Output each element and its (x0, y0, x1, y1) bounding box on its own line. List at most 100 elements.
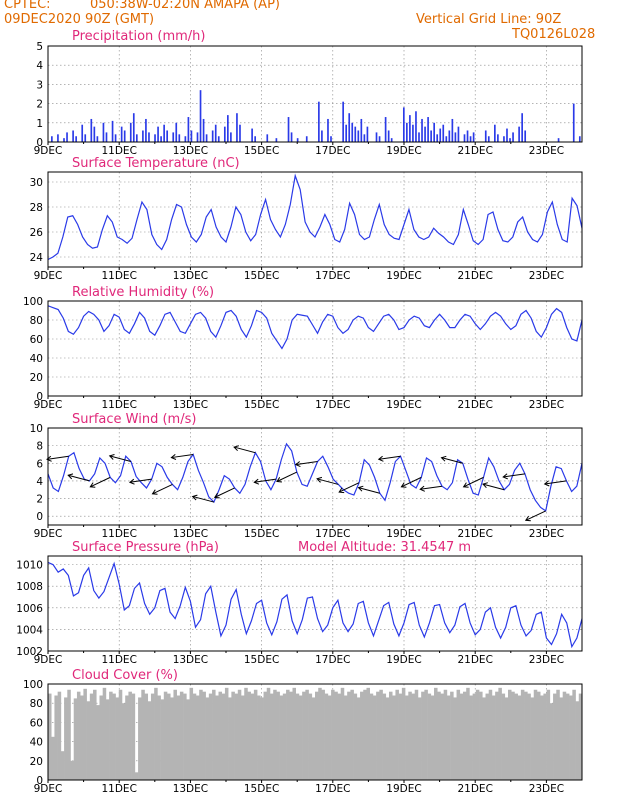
cloud-bar (170, 697, 174, 780)
cloud-bar (76, 691, 81, 780)
wind-arrow (109, 455, 132, 462)
cloud-bar (163, 691, 168, 780)
panel-precip: 0 1 2 3 4 5 9DEC 11DEC 13DEC 15DEC 17DEC 19DEC 21DEC… (34, 29, 583, 157)
wind-arrow (463, 476, 484, 488)
cloud-bar (173, 689, 177, 780)
wind-arrow-head (543, 480, 550, 487)
y-tick-label: 0 (36, 137, 43, 149)
temp-series-line (47, 173, 583, 261)
cloud-bar (491, 695, 496, 780)
cloud-bar (115, 697, 120, 780)
cloud-bar (453, 697, 457, 780)
x-tick-label: 23DEC (529, 654, 564, 666)
cloud-bar (57, 691, 62, 780)
y-tick-label: 24 (30, 252, 44, 264)
cloud-bar (417, 697, 422, 780)
cloud-bar (189, 687, 194, 780)
y-tick-label: 100 (23, 679, 43, 691)
cloud-bar (353, 693, 358, 780)
cloud-bar (363, 689, 367, 780)
precip-bar (327, 118, 329, 142)
wind-arrow (503, 473, 526, 478)
precip-bar (93, 126, 96, 142)
panel-title-rh: Relative Humidity (%) (72, 285, 214, 300)
cloud-bar (86, 701, 91, 780)
wind-arrow (46, 455, 69, 460)
plot-frame (47, 683, 583, 781)
wind-arrow (544, 480, 567, 485)
x-tick-label: 19DEC (386, 270, 421, 282)
cloud-bar (398, 693, 403, 780)
wind-arrow (129, 478, 152, 483)
precip-bar (421, 118, 423, 142)
cloud-bar (382, 693, 387, 780)
wind-arrow (295, 461, 318, 466)
cloud-bar (472, 693, 477, 780)
cloud-bar (469, 695, 473, 780)
cloud-bar (350, 689, 354, 780)
cloud-bar (508, 689, 512, 780)
plot-frame (47, 300, 583, 397)
plot-frame (47, 45, 583, 143)
cloud-bar (569, 695, 573, 780)
cloud-bar (540, 695, 544, 780)
precip-bar (175, 122, 178, 142)
precip-bar (572, 103, 575, 142)
cloud-bar (102, 687, 107, 780)
precip-bar (196, 132, 199, 142)
header-source: CPTEC: (4, 0, 51, 12)
x-tick-label: 15DEC (244, 783, 279, 795)
plot-frame (47, 171, 583, 268)
cloud-bar (253, 689, 258, 780)
wind-arrow (152, 483, 173, 495)
y-tick-label: 60 (30, 717, 43, 729)
plot-frame (47, 555, 583, 652)
cloud-bar (485, 693, 490, 780)
cloud-bar (147, 701, 152, 780)
precip-bar (190, 130, 193, 142)
panel-title-temp: Surface Temperature (nC) (72, 156, 240, 171)
precip-bar (487, 136, 490, 142)
precip-bar (321, 130, 323, 142)
cloud-bar (546, 689, 551, 780)
y-tick-label: 1006 (16, 603, 43, 615)
cloud-bar (372, 695, 377, 780)
wind-arrow-head (357, 485, 364, 492)
cloud-bar (298, 695, 303, 780)
x-tick-label: 17DEC (315, 528, 350, 540)
pres-series-line (47, 561, 583, 649)
cloud-bar (488, 689, 493, 780)
x-tick-label: 19DEC (386, 145, 421, 157)
cloud-bar (450, 691, 454, 780)
cloud-bar (179, 691, 184, 780)
x-tick-label: 11DEC (101, 270, 136, 282)
cloud-bar (289, 691, 293, 780)
wind-arrow (214, 487, 235, 498)
wind-arrow-head (419, 485, 425, 492)
x-tick-label: 15DEC (244, 654, 279, 666)
cloud-bar (257, 695, 261, 780)
cloud-bar (54, 695, 58, 780)
wind-arrow-head (108, 454, 115, 460)
cloud-bar (427, 693, 432, 780)
cloud-bar (475, 689, 480, 780)
y-tick-label: 3 (36, 79, 43, 91)
precip-bar (402, 107, 405, 142)
y-tick-label: 4 (36, 476, 43, 488)
cloud-bar (479, 691, 483, 780)
precip-bar (287, 117, 290, 142)
cloud-bar (99, 695, 103, 780)
cloud-bar (565, 693, 570, 780)
precip-bar (123, 130, 126, 142)
cloud-bar (411, 693, 416, 780)
precip-bar (436, 134, 439, 142)
x-tick-label: 13DEC (173, 270, 208, 282)
x-tick-label: 13DEC (173, 528, 208, 540)
precip-bar (521, 113, 523, 142)
precip-bar (345, 124, 348, 142)
y-tick-label: 30 (30, 177, 43, 189)
wind-arrow-head (213, 492, 220, 499)
precip-bar (360, 118, 363, 142)
precip-bar (318, 101, 320, 142)
precip-bar (254, 136, 256, 142)
